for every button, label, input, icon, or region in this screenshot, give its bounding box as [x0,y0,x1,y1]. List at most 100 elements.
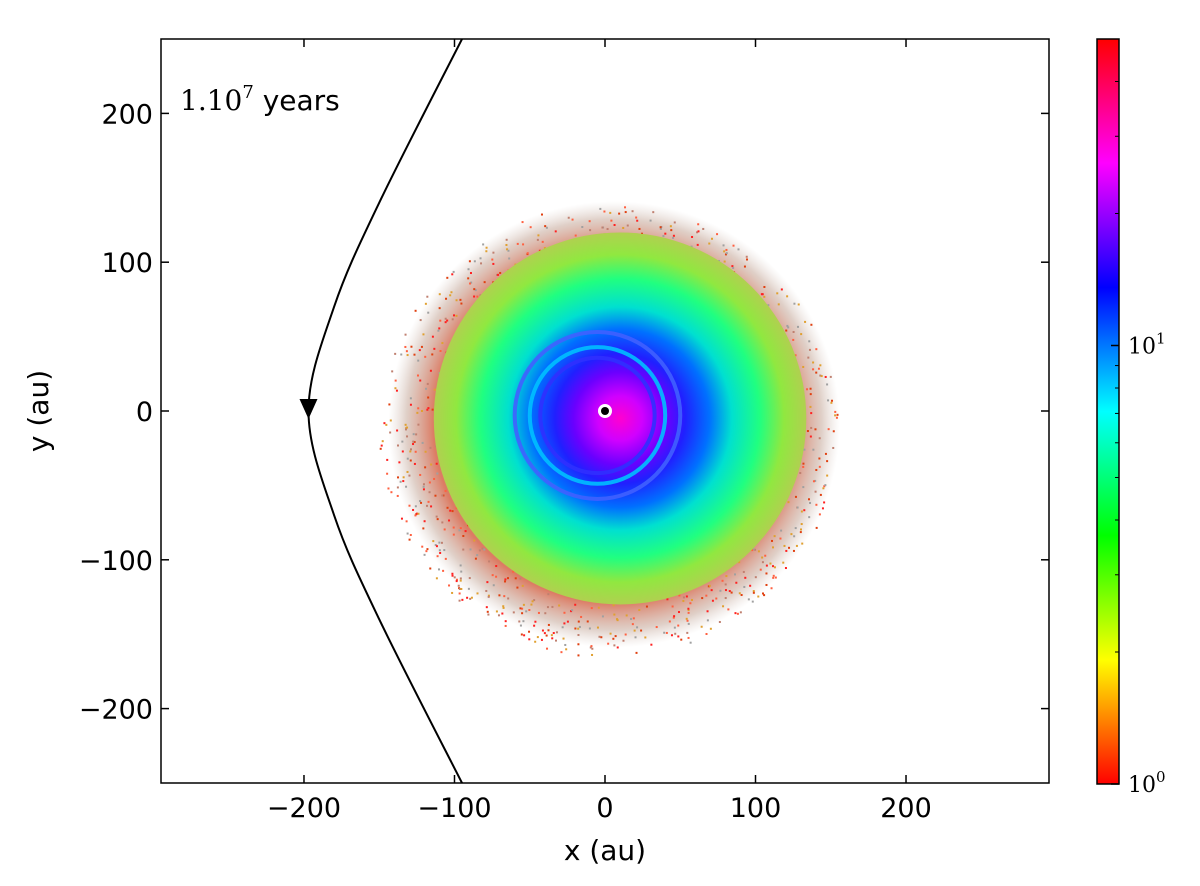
halo-particle [473,539,476,542]
halo-particle [417,359,420,362]
halo-particle [482,243,485,246]
halo-particle [446,276,449,279]
halo-particle [505,243,508,246]
halo-particle [438,327,441,330]
halo-particle [817,367,820,370]
halo-particle [399,480,402,483]
halo-particle [546,606,549,609]
halo-particle [767,304,770,307]
halo-particle [390,491,393,494]
halo-particle [414,309,417,312]
halo-particle [514,577,517,580]
halo-particle [429,567,432,570]
halo-particle [405,485,408,488]
halo-particle [786,324,789,327]
halo-particle [834,414,837,417]
halo-particle [555,639,558,642]
halo-particle [740,593,743,596]
halo-particle [408,474,411,477]
halo-particle [686,619,689,622]
halo-particle [469,548,472,551]
halo-particle [823,501,826,504]
halo-particle [799,472,802,475]
halo-particle [438,549,441,552]
halo-particle [682,599,685,602]
halo-particle [773,566,776,569]
halo-particle [485,589,488,592]
halo-particle [426,382,429,385]
halo-particle [424,302,427,305]
halo-particle [812,361,815,364]
halo-particle [506,248,509,251]
halo-particle [779,537,782,540]
halo-particle [473,295,476,298]
halo-particle [379,447,382,450]
halo-particle [598,635,601,638]
halo-particle [437,329,440,332]
halo-particle [495,565,498,568]
halo-particle [405,350,408,353]
halo-particle [429,446,432,449]
halo-particle [534,640,537,643]
halo-particle [824,452,827,455]
halo-particle [663,631,666,634]
halo-particle [521,612,524,615]
halo-particle [412,433,415,436]
halo-particle [409,397,412,400]
halo-particle [444,557,447,560]
halo-particle [451,591,454,594]
halo-particle [626,224,629,227]
halo-particle [512,611,515,614]
halo-particle [543,247,546,250]
halo-particle [806,388,809,391]
halo-particle [408,538,411,541]
halo-particle [607,642,610,645]
halo-particle [730,591,733,594]
halo-particle [784,567,787,570]
halo-particle [792,330,795,333]
halo-particle [433,347,436,350]
halo-particle [409,403,412,406]
halo-particle [609,632,612,635]
halo-particle [458,599,461,602]
halo-particle [469,272,472,275]
halo-particle [690,598,693,601]
halo-particle [474,557,477,560]
halo-particle [746,258,749,261]
halo-particle [785,329,788,332]
halo-particle [722,244,725,247]
halo-particle [469,282,472,285]
halo-particle [722,605,725,608]
halo-particle [644,636,647,639]
halo-particle [685,595,688,598]
halo-particle [800,333,803,336]
halo-particle [397,476,400,479]
halo-particle [800,523,803,526]
halo-particle [498,594,501,597]
halo-particle [525,610,528,613]
halo-particle [819,493,822,496]
halo-particle [562,637,565,640]
halo-particle [404,345,407,348]
halo-particle [725,248,728,251]
halo-particle [752,590,755,593]
halo-particle [459,527,462,530]
halo-particle [419,473,422,476]
halo-particle [672,234,675,237]
halo-particle [591,653,594,656]
halo-particle [492,251,495,254]
halo-particle [492,262,495,265]
time-annotation-prefix: 1.10 [180,84,242,117]
halo-particle [832,430,835,433]
x-tick-label: 100 [730,793,782,824]
halo-particle [419,500,422,503]
halo-particle [649,219,652,222]
halo-particle [738,592,741,595]
halo-particle [733,573,736,576]
halo-particle [451,273,454,276]
halo-particle [668,620,671,623]
halo-particle [439,319,442,322]
halo-particle [677,624,680,627]
halo-particle [589,229,592,232]
halo-particle [518,620,521,623]
